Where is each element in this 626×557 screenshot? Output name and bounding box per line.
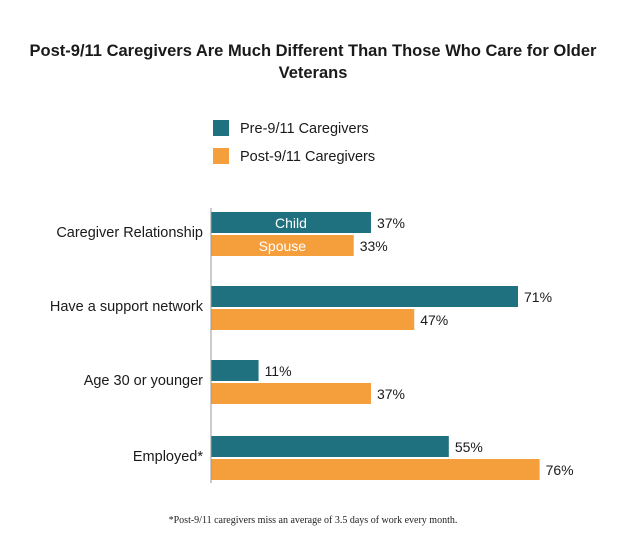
bar	[211, 360, 259, 381]
bar	[211, 286, 518, 307]
bar-value-label: 47%	[420, 312, 448, 328]
bar	[211, 309, 415, 330]
bar-value-label: 55%	[455, 439, 483, 455]
legend-label: Post-9/11 Caregivers	[240, 149, 375, 165]
category-label: Employed*	[133, 449, 203, 465]
bar	[211, 459, 540, 480]
bar-value-label: 71%	[524, 289, 552, 305]
bar-value-label: 33%	[360, 238, 388, 254]
bar	[211, 212, 371, 233]
bar-inner-label: Spouse	[259, 238, 307, 254]
chart-footnote: *Post-9/11 caregivers miss an average of…	[168, 515, 458, 526]
legend-label: Pre-9/11 Caregivers	[240, 121, 369, 137]
legend-swatch	[213, 120, 229, 136]
category-label: Age 30 or younger	[84, 373, 203, 389]
legend-swatch	[213, 148, 229, 164]
bar-value-label: 11%	[265, 363, 292, 379]
bar-value-label: 37%	[377, 386, 405, 402]
bar	[211, 383, 371, 404]
bar-value-label: 37%	[377, 215, 405, 231]
category-label: Caregiver Relationship	[56, 225, 203, 241]
bar	[211, 235, 354, 256]
category-label: Have a support network	[50, 299, 204, 315]
chart-title: Post-9/11 Caregivers Are Much Different …	[29, 42, 597, 82]
bar	[211, 436, 449, 457]
bar-inner-label: Child	[275, 215, 307, 231]
bar-value-label: 76%	[546, 462, 574, 478]
